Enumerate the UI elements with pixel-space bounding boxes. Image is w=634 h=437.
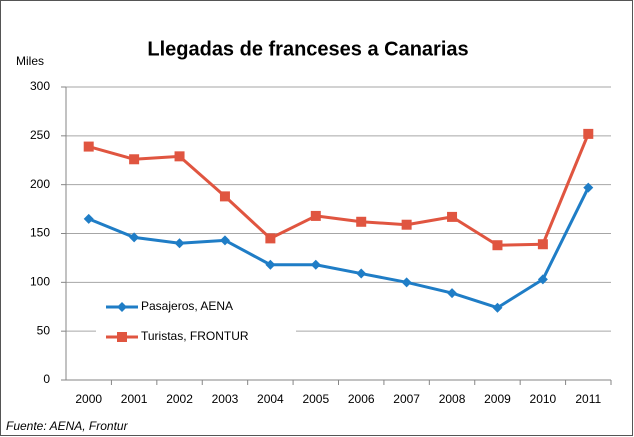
legend-label: Pasajeros, AENA	[141, 299, 233, 313]
marker	[310, 259, 321, 270]
marker	[129, 232, 140, 243]
marker	[583, 182, 594, 193]
marker	[447, 211, 458, 222]
marker	[401, 277, 412, 288]
marker	[219, 191, 230, 202]
x-tick-label: 2004	[257, 392, 284, 406]
x-tick-label: 2008	[439, 392, 466, 406]
y-axis-label: Miles	[16, 54, 44, 68]
marker	[174, 151, 185, 162]
marker	[583, 128, 594, 139]
x-tick-label: 2009	[484, 392, 511, 406]
marker	[219, 235, 230, 246]
marker	[310, 210, 321, 221]
y-tick-label: 300	[30, 79, 50, 93]
marker	[265, 233, 276, 244]
x-tick-label: 2005	[302, 392, 329, 406]
y-tick-label: 0	[43, 372, 50, 386]
y-tick-label: 200	[30, 177, 50, 191]
x-tick-label: 2010	[530, 392, 557, 406]
series-line	[88, 133, 590, 247]
marker	[83, 141, 94, 152]
y-tick-label: 150	[30, 226, 50, 240]
marker	[174, 238, 185, 249]
marker	[117, 302, 127, 312]
chart-title: Llegadas de franceses a Canarias	[147, 38, 468, 60]
marker	[129, 154, 140, 165]
legend-box	[96, 293, 296, 353]
marker	[537, 274, 548, 285]
source: Fuente: AENA, Frontur	[6, 419, 129, 433]
series-line	[88, 186, 590, 310]
marker	[447, 288, 458, 299]
marker	[492, 240, 503, 251]
x-tick-label: 2007	[393, 392, 420, 406]
x-tick-label: 2002	[166, 392, 193, 406]
marker	[537, 239, 548, 250]
y-tick-label: 50	[37, 323, 51, 337]
marker	[401, 219, 412, 230]
marker	[83, 213, 94, 224]
marker	[265, 259, 276, 270]
marker	[356, 268, 367, 279]
legend-label: Turistas, FRONTUR	[141, 329, 249, 343]
y-tick-label: 100	[30, 275, 50, 289]
marker	[492, 302, 503, 313]
y-tick-label: 250	[30, 128, 50, 142]
marker	[356, 216, 367, 227]
x-tick-label: 2001	[121, 392, 148, 406]
x-tick-label: 2006	[348, 392, 375, 406]
x-tick-label: 2011	[575, 392, 601, 406]
x-tick-label: 2000	[75, 392, 102, 406]
marker	[117, 332, 127, 342]
x-tick-label: 2003	[212, 392, 239, 406]
